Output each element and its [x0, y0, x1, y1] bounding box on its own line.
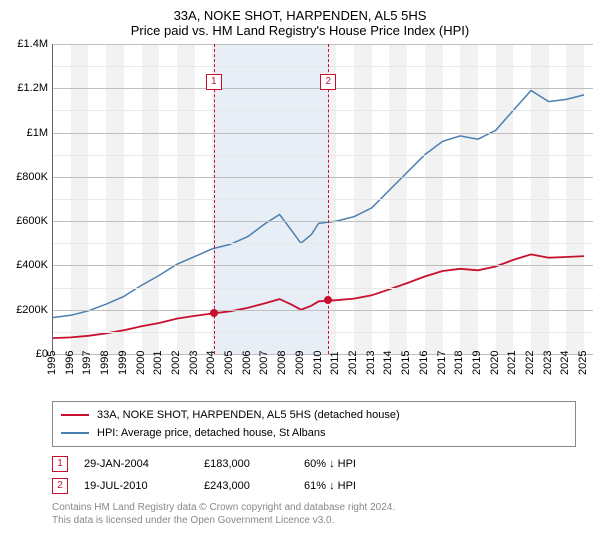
footer-line2: This data is licensed under the Open Gov…: [52, 514, 576, 527]
x-tick-label: 2007: [258, 351, 270, 375]
sale-marker-box: 2: [320, 74, 336, 90]
legend-label: HPI: Average price, detached house, St A…: [97, 427, 326, 439]
x-tick-label: 2002: [170, 351, 182, 375]
y-tick-label: £600K: [0, 215, 48, 227]
x-tick-label: 1998: [99, 351, 111, 375]
legend-item: HPI: Average price, detached house, St A…: [61, 424, 567, 442]
gridline-minor: [53, 199, 593, 200]
x-tick-label: 2015: [400, 351, 412, 375]
sale-date: 29-JAN-2004: [84, 458, 204, 470]
x-tick-label: 2013: [365, 351, 377, 375]
x-axis-labels: 1995199619971998199920002001200220032004…: [52, 355, 592, 395]
x-tick-label: 2018: [453, 351, 465, 375]
x-tick-label: 2005: [223, 351, 235, 375]
y-tick-label: £1.4M: [0, 38, 48, 50]
gridline: [53, 221, 593, 222]
x-tick-label: 2014: [382, 351, 394, 375]
sale-row-marker: 1: [52, 456, 68, 472]
y-tick-label: £200K: [0, 304, 48, 316]
x-tick-label: 2001: [152, 351, 164, 375]
sale-row-marker: 2: [52, 478, 68, 494]
y-tick-label: £800K: [0, 171, 48, 183]
gridline-minor: [53, 66, 593, 67]
gridline-minor: [53, 332, 593, 333]
y-tick-label: £1M: [0, 127, 48, 139]
x-tick-label: 2016: [418, 351, 430, 375]
footer: Contains HM Land Registry data © Crown c…: [52, 501, 576, 527]
chart-container: 33A, NOKE SHOT, HARPENDEN, AL5 5HS Price…: [8, 8, 592, 527]
x-tick-label: 2012: [347, 351, 359, 375]
x-tick-label: 2011: [329, 351, 341, 375]
titles: 33A, NOKE SHOT, HARPENDEN, AL5 5HS Price…: [8, 8, 592, 38]
x-tick-label: 2004: [205, 351, 217, 375]
gridline: [53, 265, 593, 266]
gridline-minor: [53, 243, 593, 244]
gridline-minor: [53, 110, 593, 111]
x-tick-label: 2006: [241, 351, 253, 375]
gridline-minor: [53, 155, 593, 156]
x-tick-label: 1995: [46, 351, 58, 375]
sale-price: £243,000: [204, 480, 304, 492]
gridline: [53, 44, 593, 45]
title-address: 33A, NOKE SHOT, HARPENDEN, AL5 5HS: [8, 8, 592, 23]
sale-row: 2 19-JUL-2010£243,00061% ↓ HPI: [52, 475, 576, 497]
legend-item: 33A, NOKE SHOT, HARPENDEN, AL5 5HS (deta…: [61, 406, 567, 424]
x-tick-label: 2003: [188, 351, 200, 375]
sale-hpi: 60% ↓ HPI: [304, 458, 404, 470]
sale-dot: [324, 296, 332, 304]
x-tick-label: 2017: [436, 351, 448, 375]
x-tick-label: 2025: [577, 351, 589, 375]
legend-label: 33A, NOKE SHOT, HARPENDEN, AL5 5HS (deta…: [97, 409, 400, 421]
sale-marker-box: 1: [206, 74, 222, 90]
title-subtitle: Price paid vs. HM Land Registry's House …: [8, 23, 592, 38]
legend: 33A, NOKE SHOT, HARPENDEN, AL5 5HS (deta…: [52, 401, 576, 447]
x-tick-label: 1999: [117, 351, 129, 375]
x-tick-label: 1996: [64, 351, 76, 375]
sale-price: £183,000: [204, 458, 304, 470]
sale-row: 1 29-JAN-2004£183,00060% ↓ HPI: [52, 453, 576, 475]
y-tick-label: £1.2M: [0, 82, 48, 94]
sale-marker-line: [214, 44, 215, 354]
legend-swatch: [61, 432, 89, 434]
price-line: [53, 254, 584, 338]
x-tick-label: 2022: [524, 351, 536, 375]
x-tick-label: 2024: [559, 351, 571, 375]
gridline-minor: [53, 288, 593, 289]
y-tick-label: £400K: [0, 259, 48, 271]
gridline: [53, 177, 593, 178]
hpi-line: [53, 91, 584, 318]
y-tick-label: £0: [0, 348, 48, 360]
x-tick-label: 2020: [489, 351, 501, 375]
gridline: [53, 310, 593, 311]
sale-hpi: 61% ↓ HPI: [304, 480, 404, 492]
x-tick-label: 2021: [506, 351, 518, 375]
x-tick-label: 2000: [135, 351, 147, 375]
x-tick-label: 2019: [471, 351, 483, 375]
sale-marker-line: [328, 44, 329, 354]
x-tick-label: 2008: [276, 351, 288, 375]
sale-date: 19-JUL-2010: [84, 480, 204, 492]
x-tick-label: 1997: [81, 351, 93, 375]
sales-table: 1 29-JAN-2004£183,00060% ↓ HPI 2 19-JUL-201…: [52, 453, 576, 497]
gridline: [53, 133, 593, 134]
x-tick-label: 2009: [294, 351, 306, 375]
x-tick-label: 2010: [312, 351, 324, 375]
footer-line1: Contains HM Land Registry data © Crown c…: [52, 501, 576, 514]
legend-swatch: [61, 414, 89, 416]
x-tick-label: 2023: [542, 351, 554, 375]
plot-area: 12: [52, 44, 593, 355]
sale-dot: [210, 309, 218, 317]
